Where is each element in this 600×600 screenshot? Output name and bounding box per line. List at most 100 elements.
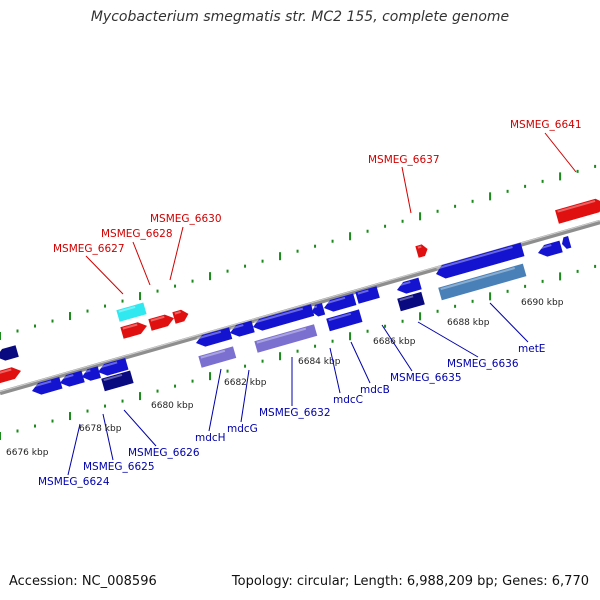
gene-mdcc-a-shine [312, 305, 318, 309]
forward-gene-labels: MSMEG_6627 MSMEG_6628 MSMEG_6630 MSMEG_6… [53, 119, 582, 255]
gene-msmeg-6626-shine [98, 361, 118, 369]
gene-msmeg-6630-shine [174, 310, 181, 315]
gene-label-mdch[interactable]: mdcH [195, 432, 226, 444]
operon-mdch-shine [200, 349, 226, 359]
gene-msmeg-6625b-body [82, 366, 101, 381]
gene-mdcg-shine [230, 324, 244, 330]
gene-msmeg-6628-body [120, 322, 148, 339]
gene-label-mete[interactable]: metE [518, 343, 545, 355]
leader-msmeg-6625 [102, 413, 114, 461]
gene-msmeg-6627 [116, 302, 147, 322]
gene-msmeg-6636-shine [436, 246, 513, 270]
leader-mdcg [240, 369, 250, 423]
kbp-tick-label: 6684 kbp [298, 357, 341, 367]
gene-label-msmeg-6626[interactable]: MSMEG_6626 [128, 447, 200, 459]
gene-msmeg-6622-body [0, 345, 19, 361]
gene-mdcb [326, 309, 363, 332]
kbp-tick-label: 6680 kbp [151, 401, 194, 411]
gene-label-msmeg-6636[interactable]: MSMEG_6636 [447, 358, 519, 370]
gene-label-mdcc[interactable]: mdcC [333, 394, 363, 406]
leader-msmeg-6635 [381, 324, 413, 372]
gene-mdch-body [196, 327, 233, 347]
gene-label-msmeg-6624[interactable]: MSMEG_6624 [38, 476, 110, 488]
leader-msmeg-6626 [123, 409, 157, 447]
accession-text: Accession: NC_008596 [9, 574, 157, 589]
gene-msmeg-6625-body [60, 370, 85, 387]
gene-label-msmeg-6635[interactable]: MSMEG_6635 [390, 372, 462, 384]
kbp-tick-label: 6686 kbp [373, 337, 416, 347]
gene-mdcc-b-shine [357, 289, 369, 295]
gene-msmeg-6641 [555, 198, 600, 224]
gene-msmeg-6637 [415, 244, 428, 258]
gene-msmeg-6625b-shine [82, 369, 91, 374]
gene-msmeg-6640b-body [562, 236, 572, 249]
leader-mdcc [329, 347, 341, 394]
leader-mete [489, 302, 529, 343]
gene-msmeg-6626-operon [101, 370, 134, 392]
gene-label-mdcb[interactable]: mdcB [360, 384, 390, 396]
gene-label-msmeg-6637[interactable]: MSMEG_6637 [368, 154, 440, 166]
gene-msmeg-6635-shine [397, 281, 411, 287]
kbp-tick-label: 6678 kbp [79, 424, 122, 434]
gene-msmeg-6626-operon-body [101, 370, 134, 392]
gene-label-mdcg[interactable]: mdcG [227, 423, 258, 435]
gene-msmeg-6626 [98, 358, 129, 376]
gene-msmeg-6636-body [436, 242, 525, 279]
gene-msmeg-6632-shine [253, 307, 304, 324]
gene-msmeg-6640-shine [538, 244, 552, 250]
gene-msmeg-6635-operon-shine [399, 295, 414, 302]
operon-msmeg-6632 [254, 324, 318, 353]
gene-mdcg-body [230, 320, 255, 337]
gene-msmeg-6621 [0, 367, 22, 384]
gene-mdch [196, 327, 233, 347]
kbp-tick-labels: 6676 kbp 6678 kbp 6680 kbp 6682 kbp 6684… [6, 298, 564, 458]
gene-mdcc-b-body [355, 286, 380, 304]
gene-msmeg-6622 [0, 345, 19, 361]
gene-mete-shine [440, 267, 516, 291]
leader-msmeg-6637 [401, 166, 412, 214]
gene-msmeg-6624-shine [32, 380, 52, 388]
gene-mdcc-b [355, 286, 380, 304]
gene-msmeg-6625 [60, 370, 85, 387]
gene-label-msmeg-6628[interactable]: MSMEG_6628 [101, 228, 173, 240]
leader-mdcb [350, 341, 371, 384]
gene-msmeg-6632 [253, 304, 315, 331]
kbp-tick-label: 6682 kbp [224, 378, 267, 388]
gene-msmeg-6635-operon [397, 291, 425, 312]
gene-label-msmeg-6627[interactable]: MSMEG_6627 [53, 243, 125, 255]
gene-mete [438, 263, 527, 301]
gene-mdcc [324, 293, 357, 312]
gene-mdcg [230, 320, 255, 337]
reverse-gene-labels: MSMEG_6624 MSMEG_6625 MSMEG_6626 mdcH md… [38, 343, 545, 488]
gene-mdcc-a [312, 302, 326, 317]
gene-label-msmeg-6641[interactable]: MSMEG_6641 [510, 119, 582, 131]
gene-msmeg-6637-body [415, 244, 428, 258]
gene-msmeg-6641-shine [557, 199, 596, 213]
gene-msmeg-6640-body [538, 240, 563, 257]
gene-msmeg-6636 [436, 242, 525, 279]
gene-msmeg-6640b [562, 236, 572, 249]
gene-msmeg-6627-shine [118, 305, 136, 313]
gene-msmeg-6626-body [98, 358, 129, 376]
gene-label-msmeg-6625[interactable]: MSMEG_6625 [83, 461, 155, 473]
gene-msmeg-6627-body [116, 302, 147, 322]
gene-msmeg-6625b [82, 366, 101, 381]
gene-mdcc-a-body [312, 302, 326, 317]
gene-msmeg-6637-shine [417, 245, 422, 249]
operon-mdch-body [198, 346, 237, 368]
gene-msmeg-6621-body [0, 367, 22, 384]
kbp-tick-label: 6688 kbp [447, 318, 490, 328]
gene-msmeg-6641-body [555, 198, 600, 224]
gene-msmeg-6630 [172, 309, 189, 324]
gene-msmeg-6621-shine [0, 368, 12, 374]
gene-msmeg-6626-operon-shine [103, 373, 123, 382]
gene-msmeg-6624-body [32, 377, 63, 395]
gene-mdcc-body [324, 293, 357, 312]
gene-label-msmeg-6632[interactable]: MSMEG_6632 [259, 407, 331, 419]
operon-msmeg-6632-shine [256, 327, 307, 344]
gene-label-msmeg-6630[interactable]: MSMEG_6630 [150, 213, 222, 225]
gene-msmeg-6635-body [397, 277, 422, 294]
gene-msmeg-6630-body [172, 309, 189, 324]
operon-msmeg-6632-body [254, 324, 318, 353]
